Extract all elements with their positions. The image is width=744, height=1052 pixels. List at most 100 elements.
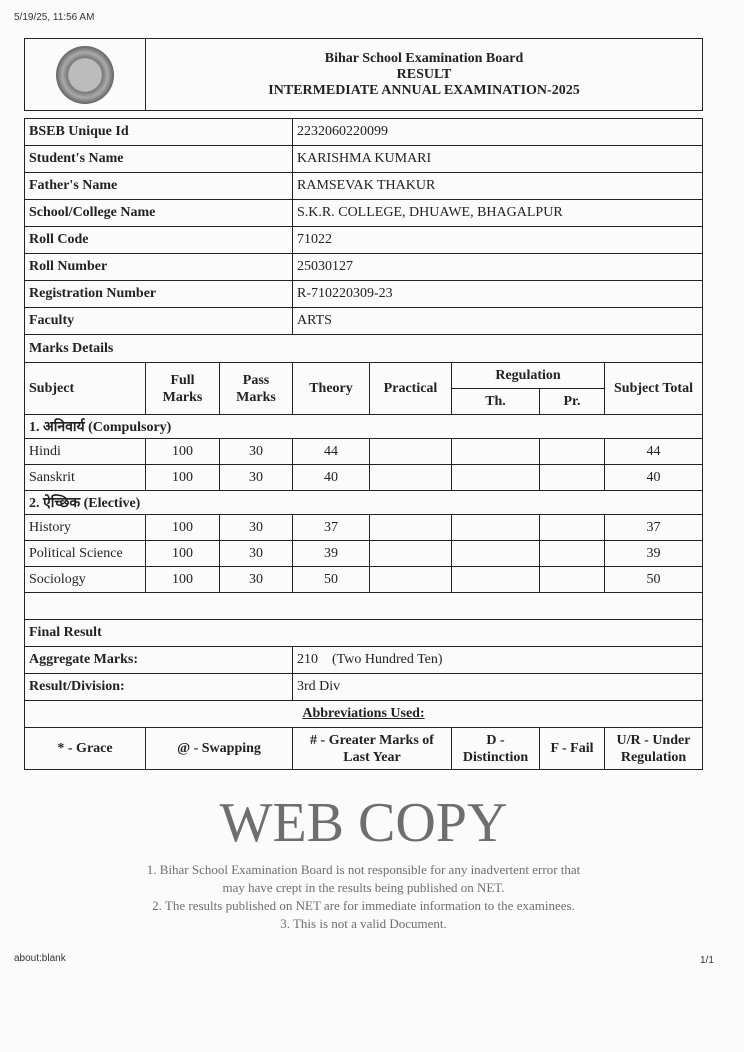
cell-th bbox=[451, 566, 540, 593]
exam-title: INTERMEDIATE ANNUAL EXAMINATION-2025 bbox=[268, 82, 580, 98]
abbrev-under-regulation: U/R - Under Regulation bbox=[604, 727, 703, 770]
abbrev-grace: * - Grace bbox=[24, 727, 146, 770]
col-reg-th: Th. bbox=[451, 388, 540, 415]
subject-row: History 100 30 37 37 bbox=[24, 514, 703, 541]
cell-pr bbox=[539, 540, 605, 567]
info-row: Faculty ARTS bbox=[24, 307, 703, 335]
info-label: Roll Number bbox=[24, 253, 293, 281]
web-copy-watermark: WEB COPY bbox=[219, 792, 508, 854]
watermark-note-1: 1. Bihar School Examination Board is not… bbox=[146, 862, 581, 877]
cell-pr bbox=[539, 566, 605, 593]
subject-group-title: 2. ऐच्छिक (Elective) bbox=[24, 490, 703, 515]
info-row: BSEB Unique Id 2232060220099 bbox=[24, 118, 703, 146]
cell-practical bbox=[369, 566, 452, 593]
cell-pass: 30 bbox=[219, 566, 293, 593]
info-value: ARTS bbox=[292, 307, 703, 335]
info-value: S.K.R. COLLEGE, DHUAWE, BHAGALPUR bbox=[292, 199, 703, 227]
subject-row: Political Science 100 30 39 39 bbox=[24, 540, 703, 567]
cell-theory: 50 bbox=[292, 566, 370, 593]
logo-cell bbox=[24, 38, 146, 111]
print-url: about:blank bbox=[14, 953, 66, 964]
col-pass-marks: Pass Marks bbox=[219, 362, 293, 415]
cell-total: 37 bbox=[604, 514, 703, 541]
info-label: Roll Code bbox=[24, 226, 293, 254]
cell-th bbox=[451, 514, 540, 541]
cell-theory: 44 bbox=[292, 438, 370, 465]
cell-practical bbox=[369, 514, 452, 541]
info-value: R-710220309-23 bbox=[292, 280, 703, 308]
watermark-note-1b: may have crept in the results being publ… bbox=[222, 880, 505, 895]
cell-practical bbox=[369, 438, 452, 465]
info-label: Faculty bbox=[24, 307, 293, 335]
info-row: Registration Number R-710220309-23 bbox=[24, 280, 703, 308]
abbreviations-title: Abbreviations Used: bbox=[24, 700, 703, 728]
info-label: Registration Number bbox=[24, 280, 293, 308]
cell-total: 44 bbox=[604, 438, 703, 465]
cell-total: 50 bbox=[604, 566, 703, 593]
col-practical: Practical bbox=[369, 362, 452, 415]
aggregate-label: Aggregate Marks: bbox=[24, 646, 293, 674]
print-page-number: 1/1 bbox=[700, 955, 714, 966]
col-regulation: Regulation bbox=[451, 362, 605, 389]
col-subject: Subject bbox=[24, 362, 146, 415]
info-label: Student's Name bbox=[24, 145, 293, 173]
cell-pr bbox=[539, 464, 605, 491]
cell-subject: History bbox=[24, 514, 146, 541]
info-row: Roll Number 25030127 bbox=[24, 253, 703, 281]
cell-theory: 40 bbox=[292, 464, 370, 491]
cell-theory: 39 bbox=[292, 540, 370, 567]
col-full-marks: Full Marks bbox=[145, 362, 220, 415]
cell-theory: 37 bbox=[292, 514, 370, 541]
cell-full: 100 bbox=[145, 464, 220, 491]
abbrev-distinction: D - Distinction bbox=[451, 727, 540, 770]
org-name: Bihar School Examination Board bbox=[324, 50, 524, 66]
abbrev-swapping: @ - Swapping bbox=[145, 727, 293, 770]
subject-row: Sanskrit 100 30 40 40 bbox=[24, 464, 703, 491]
cell-th bbox=[451, 438, 540, 465]
abbrev-greater-marks: # - Greater Marks of Last Year bbox=[292, 727, 452, 770]
cell-practical bbox=[369, 540, 452, 567]
cell-subject: Hindi bbox=[24, 438, 146, 465]
col-theory: Theory bbox=[292, 362, 370, 415]
col-subject-total: Subject Total bbox=[604, 362, 703, 415]
subject-group-title: 1. अनिवार्य (Compulsory) bbox=[24, 414, 703, 439]
cell-pass: 30 bbox=[219, 514, 293, 541]
watermark-note-3: 3. This is not a valid Document. bbox=[280, 916, 447, 931]
cell-subject: Political Science bbox=[24, 540, 146, 567]
final-result-title: Final Result bbox=[24, 619, 703, 647]
cell-full: 100 bbox=[145, 540, 220, 567]
col-reg-pr: Pr. bbox=[539, 388, 605, 415]
result-value: 3rd Div bbox=[292, 673, 703, 701]
cell-pass: 30 bbox=[219, 540, 293, 567]
info-value: 2232060220099 bbox=[292, 118, 703, 146]
subject-row: Sociology 100 30 50 50 bbox=[24, 566, 703, 593]
result-title: RESULT bbox=[396, 66, 452, 82]
info-value: 71022 bbox=[292, 226, 703, 254]
info-row: Roll Code 71022 bbox=[24, 226, 703, 254]
cell-th bbox=[451, 464, 540, 491]
cell-pr bbox=[539, 514, 605, 541]
info-value: KARISHMA KUMARI bbox=[292, 145, 703, 173]
cell-subject: Sociology bbox=[24, 566, 146, 593]
aggregate-value: 210 (Two Hundred Ten) bbox=[292, 646, 703, 674]
print-timestamp: 5/19/25, 11:56 AM bbox=[14, 12, 95, 23]
info-row: Father's Name RAMSEVAK THAKUR bbox=[24, 172, 703, 200]
result-label: Result/Division: bbox=[24, 673, 293, 701]
cell-subject: Sanskrit bbox=[24, 464, 146, 491]
info-label: School/College Name bbox=[24, 199, 293, 227]
cell-pr bbox=[539, 438, 605, 465]
cell-total: 39 bbox=[604, 540, 703, 567]
result-table: BSEB Unique Id 2232060220099 Student's Nam… bbox=[24, 118, 703, 770]
abbrev-fail: F - Fail bbox=[539, 727, 605, 770]
cell-pass: 30 bbox=[219, 464, 293, 491]
cell-pass: 30 bbox=[219, 438, 293, 465]
info-label: BSEB Unique Id bbox=[24, 118, 293, 146]
cell-full: 100 bbox=[145, 438, 220, 465]
watermark-note-2: 2. The results published on NET are for … bbox=[152, 898, 575, 913]
cell-full: 100 bbox=[145, 514, 220, 541]
cell-practical bbox=[369, 464, 452, 491]
bseb-seal-logo bbox=[56, 45, 114, 104]
cell-full: 100 bbox=[145, 566, 220, 593]
cell-total: 40 bbox=[604, 464, 703, 491]
